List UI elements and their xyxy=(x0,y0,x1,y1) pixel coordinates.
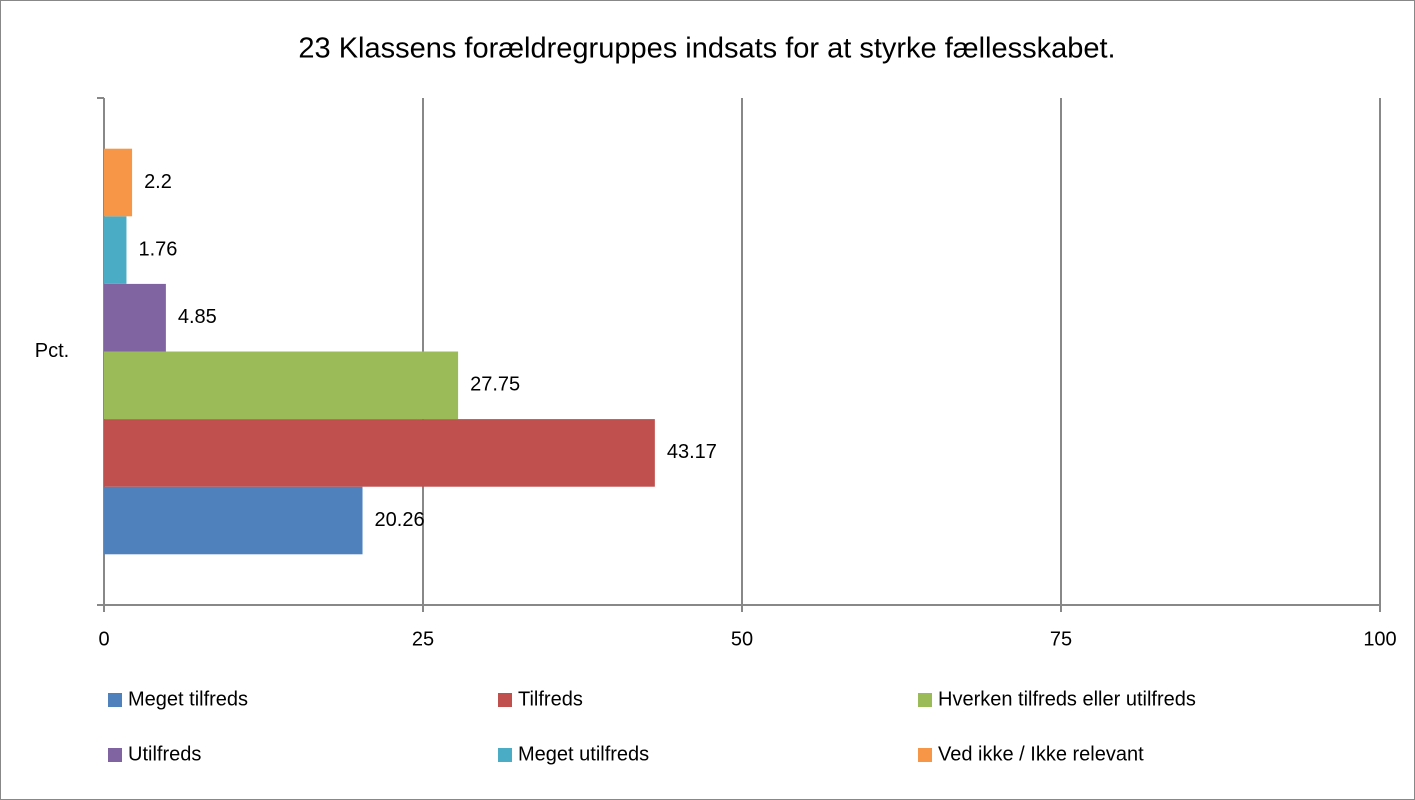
legend-swatch xyxy=(918,748,932,762)
legend-swatch xyxy=(498,693,512,707)
legend-label: Meget utilfreds xyxy=(518,743,649,765)
legend-swatch xyxy=(108,748,122,762)
bar xyxy=(104,419,655,487)
legend-label: Hverken tilfreds eller utilfreds xyxy=(938,688,1196,710)
data-label: 27.75 xyxy=(470,374,520,396)
bar xyxy=(104,351,459,420)
legend-label: Utilfreds xyxy=(128,743,201,765)
legend-swatch xyxy=(108,693,122,707)
bar xyxy=(104,216,127,284)
y-tick-label: Pct. xyxy=(35,340,69,362)
legend-label: Meget tilfreds xyxy=(128,688,248,710)
legend-label: Ved ikke / Ikke relevant xyxy=(938,743,1144,765)
bar xyxy=(104,283,166,352)
data-label: 2.2 xyxy=(144,171,172,193)
x-tick-label: 25 xyxy=(412,628,434,650)
data-label: 1.76 xyxy=(138,238,177,260)
x-tick-label: 0 xyxy=(98,628,109,650)
data-label: 20.26 xyxy=(375,509,425,531)
legend-swatch xyxy=(498,748,512,762)
x-tick-label: 100 xyxy=(1363,628,1396,650)
bar xyxy=(104,486,363,555)
legend-swatch xyxy=(918,693,932,707)
legend-label: Tilfreds xyxy=(518,688,583,710)
x-tick-label: 50 xyxy=(731,628,753,650)
data-label: 43.17 xyxy=(667,441,717,463)
data-label: 4.85 xyxy=(178,306,217,328)
x-tick-label: 75 xyxy=(1050,628,1072,650)
chart-title: 23 Klassens forældregruppes indsats for … xyxy=(298,33,1115,65)
bar xyxy=(104,148,133,217)
